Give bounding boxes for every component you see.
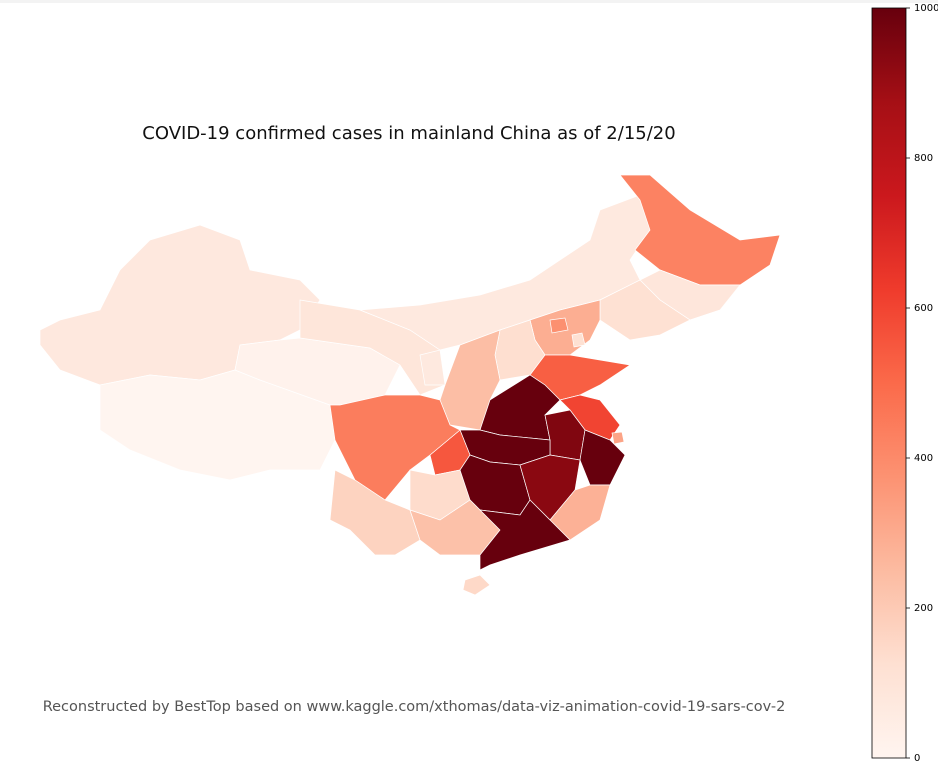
regions: [39, 174, 781, 596]
region: [359, 194, 651, 351]
region: [99, 369, 336, 481]
region: [479, 499, 571, 571]
colorbar: [871, 7, 907, 759]
caption: Reconstructed by BestTop based on www.ka…: [43, 699, 786, 715]
region: [419, 349, 446, 386]
region: [549, 317, 569, 334]
colorbar-tick-label: 0: [914, 753, 920, 763]
colorbar-tick-label: 400: [914, 453, 933, 464]
region: [599, 279, 691, 341]
region: [462, 574, 491, 596]
colorbar-tick-label: 1000: [914, 3, 938, 14]
colorbar-tick-label: 800: [914, 153, 933, 164]
region: [329, 469, 421, 556]
region: [611, 431, 625, 445]
map-title: COVID-19 confirmed cases in mainland Chi…: [142, 123, 675, 144]
colorbar-tick-label: 200: [914, 603, 933, 614]
region: [571, 332, 586, 348]
colorbar-tick-label: 600: [914, 303, 933, 314]
top-strip: [0, 0, 938, 3]
